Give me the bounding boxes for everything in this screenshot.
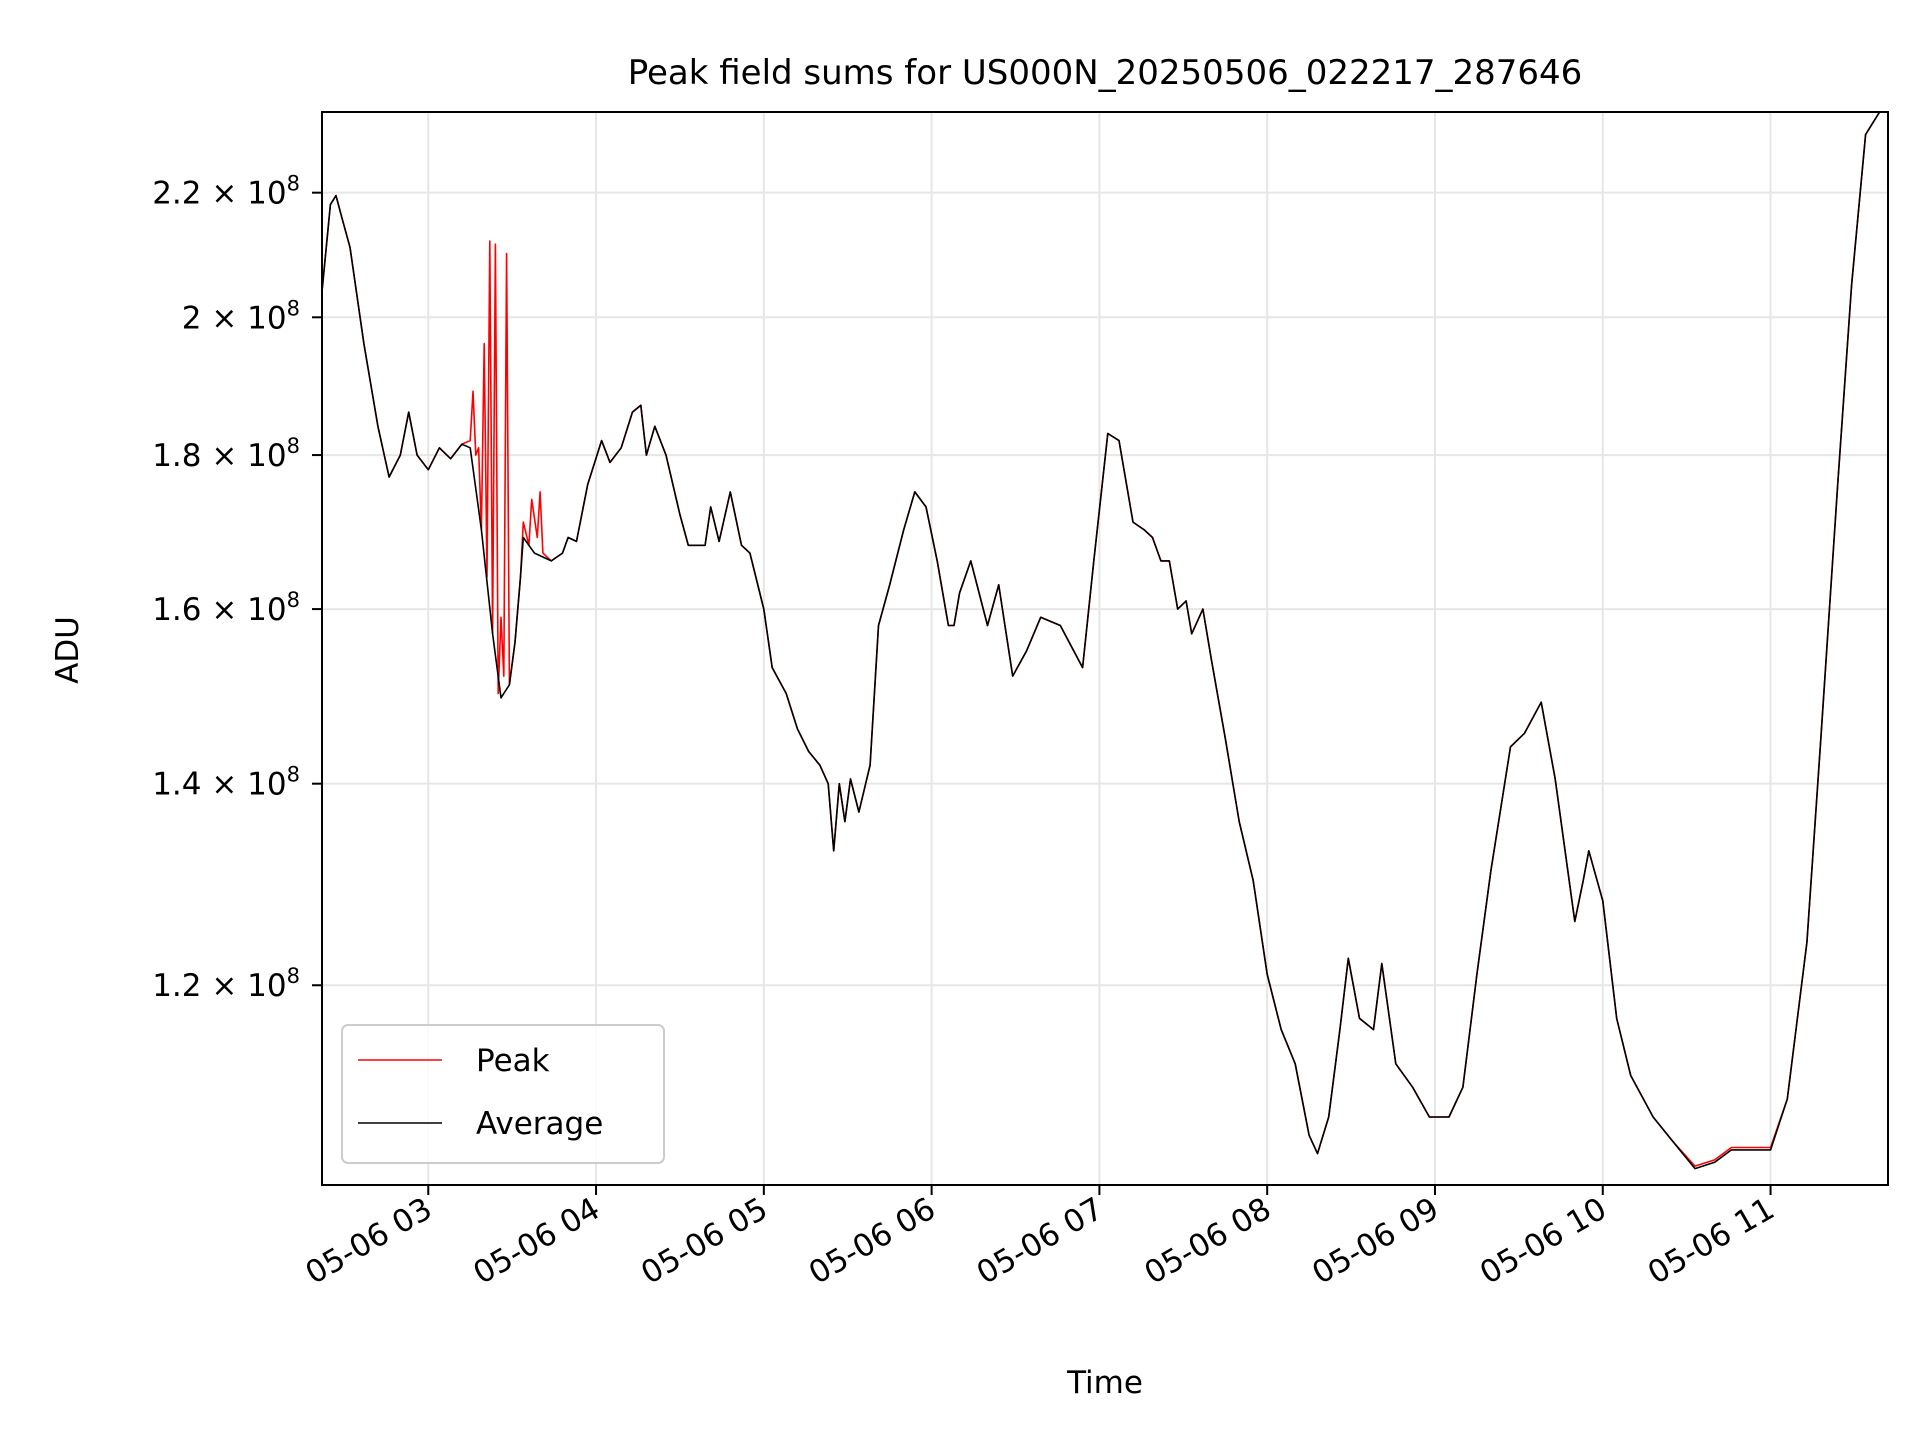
y-tick-label: 1.6 × 108 (152, 588, 300, 628)
y-axis-label: ADU (50, 616, 86, 684)
x-tick-label: 05-06 09 (1306, 1191, 1445, 1292)
x-tick-label: 05-06 03 (300, 1191, 439, 1292)
x-axis: 05-06 03 05-06 04 05-06 05 05-06 06 05-06 07… (300, 1185, 1781, 1292)
legend: Peak Average (341, 1024, 665, 1164)
x-tick-label: 05-06 05 (635, 1191, 774, 1292)
y-axis: 1.2 × 108 1.4 × 108 1.6 × 108 1.8 × 108 2 × … (152, 172, 322, 1004)
chart-title: Peak field sums for US000N_20250506_0222… (628, 53, 1583, 93)
y-tick-label: 1.2 × 108 (152, 964, 300, 1004)
plot-series (321, 111, 1888, 1170)
legend-label-peak: Peak (476, 1043, 550, 1079)
x-tick-label: 05-06 06 (803, 1191, 942, 1292)
series-line-average (321, 111, 1888, 1170)
x-tick-label: 05-06 04 (467, 1191, 606, 1292)
y-tick-label: 1.4 × 108 (152, 763, 300, 803)
y-tick-label: 2 × 108 (182, 296, 300, 336)
x-tick-label: 05-06 10 (1474, 1191, 1613, 1292)
x-tick-label: 05-06 11 (1642, 1191, 1781, 1292)
x-tick-label: 05-06 07 (971, 1191, 1110, 1292)
x-axis-label: Time (1066, 1365, 1143, 1401)
x-tick-label: 05-06 08 (1138, 1191, 1277, 1292)
y-tick-label: 1.8 × 108 (152, 434, 300, 474)
plot-frame (321, 111, 1889, 1186)
legend-label-average: Average (476, 1106, 603, 1142)
y-tick-label: 2.2 × 108 (152, 172, 300, 212)
series-line-peak (321, 111, 1888, 1167)
